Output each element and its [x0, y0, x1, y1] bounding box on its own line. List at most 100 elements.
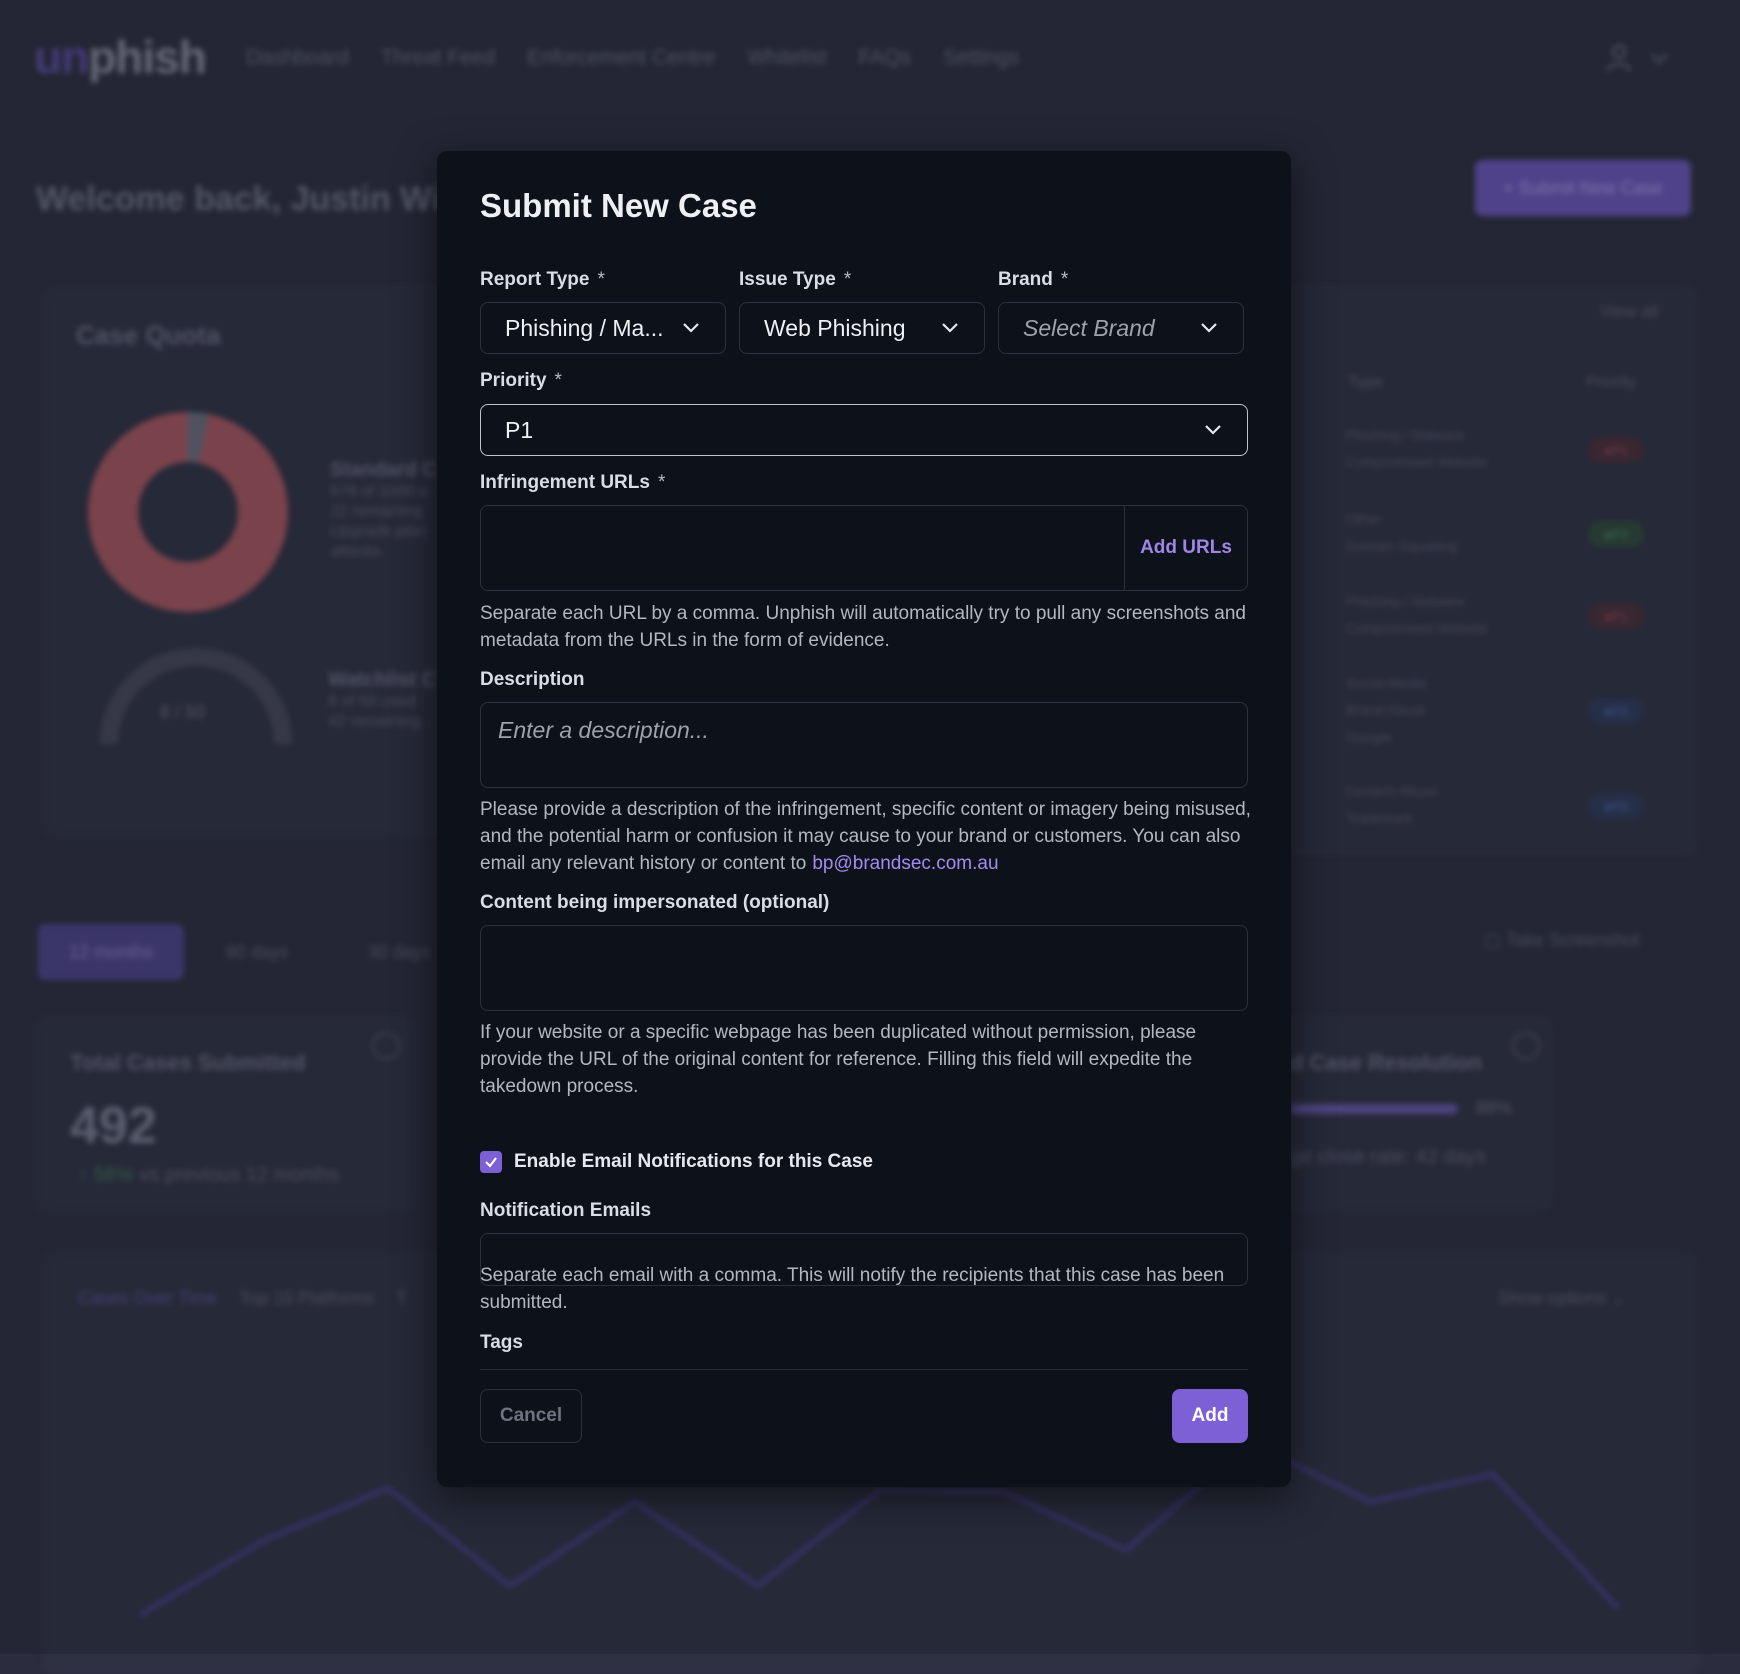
add-urls-button[interactable]: Add URLs	[1124, 506, 1247, 590]
chevron-down-icon[interactable]	[1650, 48, 1668, 71]
nav-threat-feed[interactable]: Threat Feed	[380, 46, 496, 69]
nav-settings[interactable]: Settings	[942, 46, 1019, 69]
nav-faqs[interactable]: FAQs	[858, 46, 911, 69]
email-notifications-checkbox[interactable]	[480, 1151, 502, 1173]
priority-badge-label: P1	[1611, 442, 1628, 458]
range-12-months[interactable]: 12 months	[38, 924, 184, 980]
report-type-select[interactable]: Phishing / Ma...	[480, 302, 726, 354]
tab-top-10-platforms[interactable]: Top 10 Platforms	[239, 1288, 375, 1308]
resolution-progress-bar	[1290, 1104, 1458, 1114]
total-cases-value: 492	[70, 1097, 157, 1155]
priority-badge-label: P3	[1611, 798, 1628, 814]
brand-placeholder: Select Brand	[1023, 314, 1155, 341]
info-icon[interactable]	[1512, 1032, 1540, 1060]
chart-tabs: Cases Over Time Top 10 Platforms T	[78, 1288, 407, 1309]
tags-label: Tags	[480, 1332, 523, 1353]
submit-new-case-button[interactable]: + Submit New Case	[1475, 160, 1691, 216]
change-percent: 56%	[93, 1164, 134, 1186]
content-impersonated-input[interactable]	[480, 925, 1248, 1011]
view-all-link[interactable]: View all	[1600, 302, 1659, 321]
resolution-average: ge close rate: 42 days	[1290, 1146, 1486, 1168]
range-30-days[interactable]: 30 days	[367, 941, 431, 962]
priority-badge-label: P4	[1611, 526, 1628, 542]
report-type-label-text: Report Type	[480, 269, 590, 290]
modal-title: Submit New Case	[480, 187, 757, 224]
priority-badge: ● P3	[1588, 793, 1644, 819]
notification-emails-input[interactable]	[480, 1233, 1248, 1286]
case-quota-title: Case Quota	[76, 320, 221, 350]
row-type-line: Social Media	[1346, 675, 1427, 691]
cancel-button[interactable]: Cancel	[480, 1389, 582, 1443]
tab-other[interactable]: T	[396, 1288, 408, 1308]
content-impersonated-help: If your website or a specific webpage ha…	[480, 1022, 1197, 1097]
take-screenshot-button[interactable]: ▢ Take Screenshot	[1484, 930, 1640, 950]
infringement-urls-label-text: Infringement URLs	[480, 472, 650, 493]
description-textarea[interactable]: Enter a description...	[480, 702, 1248, 788]
resolution-percent: 88%	[1476, 1098, 1513, 1118]
watchlist-quota-line: 42 remaining	[328, 713, 421, 730]
email-notifications-label[interactable]: Enable Email Notifications for this Case	[514, 1151, 873, 1172]
case-resolution-card	[1250, 1016, 1552, 1212]
description-label: Description	[480, 669, 585, 690]
chevron-down-icon	[942, 323, 958, 333]
unphish-logo[interactable]: unphish	[34, 31, 207, 83]
issue-type-select[interactable]: Web Phishing	[739, 302, 985, 354]
column-priority: Priority	[1586, 374, 1636, 391]
required-mark: *	[657, 472, 666, 493]
footer-divider	[480, 1369, 1248, 1370]
table-row[interactable]: Social Media Brand Abuse Google	[1346, 670, 1426, 751]
welcome-heading: Welcome back, Justin Wi	[36, 180, 442, 218]
add-button[interactable]: Add	[1172, 1389, 1248, 1443]
table-row[interactable]: Phishing / Malware Compromised Website	[1346, 588, 1487, 642]
row-type-line: Phishing / Malware	[1346, 427, 1465, 443]
notification-emails-help: Separate each email with a comma. This w…	[480, 1265, 1225, 1313]
infringement-urls-input[interactable]: Add URLs	[480, 505, 1248, 591]
nav-dashboard[interactable]: Dashboard	[246, 46, 349, 69]
chevron-down-icon	[1205, 425, 1221, 435]
watchlist-quota-text: Watchlist C 8 of 50 used 42 remaining	[328, 670, 436, 732]
standard-quota-line: 978 of 1000 u	[330, 483, 428, 500]
priority-badge-label: P3	[1611, 703, 1628, 719]
checkmark-icon	[485, 1157, 497, 1168]
nav-links: Dashboard Threat Feed Enforcement Centre…	[246, 46, 1019, 70]
description-help-text: Please provide a description of the infr…	[480, 799, 1251, 874]
user-icon[interactable]	[1606, 44, 1640, 74]
issue-type-label: Issue Type *	[739, 269, 851, 291]
table-row[interactable]: Phishing / Malware Compromised Website	[1346, 422, 1487, 476]
chevron-down-icon	[1201, 323, 1217, 333]
support-email-link[interactable]: bp@brandsec.com.au	[812, 853, 999, 874]
row-type-line: Other	[1346, 511, 1382, 527]
gauge-value: 8 / 50	[160, 702, 206, 722]
recent-cases-card	[1250, 286, 1698, 854]
take-screenshot-label: Take Screenshot	[1505, 930, 1640, 950]
priority-label-text: Priority	[480, 370, 547, 391]
priority-badge: ● P4	[1588, 521, 1644, 547]
table-row[interactable]: Content Abuse Trademark	[1346, 778, 1438, 832]
notification-emails-label: Notification Emails	[480, 1200, 652, 1221]
content-impersonated-label: Content being impersonated (optional)	[480, 892, 830, 913]
info-icon[interactable]	[372, 1032, 400, 1060]
priority-badge: ● P3	[1588, 698, 1644, 724]
report-type-value: Phishing / Ma...	[505, 314, 664, 341]
range-90-days[interactable]: 90 days	[225, 941, 289, 962]
watchlist-quota-title: Watchlist C	[328, 669, 437, 691]
case-resolution-title: d Case Resolution	[1290, 1050, 1482, 1075]
row-type-line: Trademark	[1346, 810, 1414, 826]
row-type-line: Brand Abuse	[1346, 702, 1427, 718]
brand-select[interactable]: Select Brand	[998, 302, 1244, 354]
total-cases-change: ↑ 56% vs previous 12 months	[78, 1164, 340, 1186]
quota-donut-chart	[88, 412, 288, 612]
column-type: Type	[1348, 374, 1383, 391]
priority-select[interactable]: P1	[480, 404, 1248, 456]
total-cases-title: Total Cases Submitted	[70, 1050, 306, 1075]
nav-enforcement-centre[interactable]: Enforcement Centre	[527, 46, 716, 69]
row-type-line: Compromised Website	[1346, 620, 1488, 636]
total-cases-card	[36, 1016, 412, 1212]
tab-cases-over-time[interactable]: Cases Over Time	[78, 1288, 218, 1308]
watchlist-quota-line: 8 of 50 used	[328, 693, 417, 710]
show-options-dropdown[interactable]: Show options ⌄	[1498, 1288, 1627, 1308]
report-type-label: Report Type *	[480, 269, 605, 291]
standard-quota-title: Standard C	[330, 459, 437, 481]
table-row[interactable]: Other Domain Squatting	[1346, 506, 1457, 560]
nav-whitelist[interactable]: Whitelist	[747, 46, 827, 69]
